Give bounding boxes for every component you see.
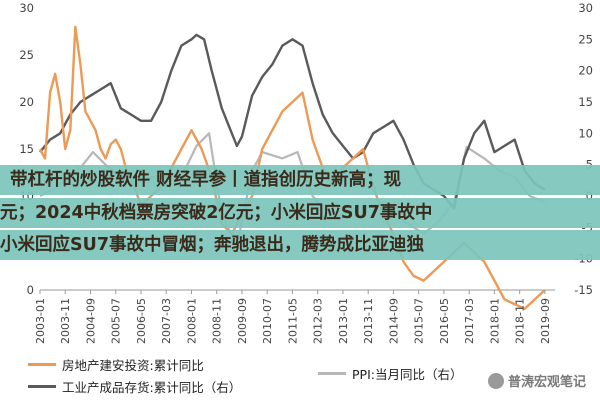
headline-banner-1: 带杠杆的炒股软件 财经早参丨道指创历史新高；现 xyxy=(0,165,600,195)
legend-item-ppi: PPI:当月同比（右） xyxy=(318,364,462,383)
x-tick-label: 2018-11 xyxy=(514,298,527,344)
x-tick-label: 2009-09 xyxy=(236,298,249,344)
left-tick-label: 15 xyxy=(19,142,34,156)
x-tick-label: 2006-05 xyxy=(135,298,148,344)
headline-banner-2: 元；2024中秋档票房突破2亿元；小米回应SU7事故中 xyxy=(0,198,600,228)
legend-item-inventory: 工业产成品存货:累计同比（右） xyxy=(28,377,241,396)
left-tick-label: 30 xyxy=(19,1,34,15)
right-tick-label: 30 xyxy=(578,1,593,15)
right-tick-label: -15 xyxy=(574,283,593,297)
x-tick-label: 2016-05 xyxy=(438,298,451,344)
headline-line-1: 带杠杆的炒股软件 财经早参丨道指创历史新高；现 xyxy=(10,170,402,190)
headline-banner-3: 小米回应SU7事故中冒烟；奔驰退出，腾势成比亚迪独 xyxy=(0,230,600,260)
x-tick-label: 2018-01 xyxy=(488,298,501,344)
x-tick-label: 2004-09 xyxy=(84,298,97,344)
legend-label-inventory: 工业产成品存货:累计同比（右） xyxy=(62,380,242,395)
legend-swatch-real-estate xyxy=(28,363,56,366)
x-tick-label: 2008-11 xyxy=(211,298,224,344)
legend-swatch-inventory xyxy=(28,385,56,388)
right-tick-label: 25 xyxy=(578,32,593,46)
x-tick-label: 2012-03 xyxy=(312,298,325,344)
x-tick-label: 2008-01 xyxy=(185,298,198,344)
legend-item-real-estate: 房地产建安投资:累计同比 xyxy=(28,355,204,374)
x-tick-label: 2007-03 xyxy=(160,298,173,344)
left-tick-label: 20 xyxy=(19,95,34,109)
left-tick-label: 25 xyxy=(19,48,34,62)
x-axis: 2003-01 2003-11 2004-09 2005-07 2006-05 2007-… xyxy=(34,290,552,344)
legend-label-real-estate: 房地产建安投资:累计同比 xyxy=(62,358,204,373)
wechat-logo-icon xyxy=(487,372,504,389)
x-tick-label: 2019-09 xyxy=(539,298,552,344)
x-tick-label: 2005-07 xyxy=(110,298,123,344)
headline-line-3: 小米回应SU7事故中冒烟；奔驰退出，腾势成比亚迪独 xyxy=(0,235,424,255)
left-tick-label: 0 xyxy=(27,283,34,297)
watermark-text: 普涛宏观笔记 xyxy=(507,375,586,390)
right-tick-label: 5 xyxy=(586,158,593,172)
x-tick-label: 2003-01 xyxy=(34,298,47,344)
x-tick-label: 2010-07 xyxy=(261,298,274,344)
x-tick-label: 2017-03 xyxy=(463,298,476,344)
right-tick-label: 20 xyxy=(578,64,593,78)
legend-swatch-ppi xyxy=(318,372,346,375)
headline-line-2: 元；2024中秋档票房突破2亿元；小米回应SU7事故中 xyxy=(0,203,433,223)
x-tick-label: 2015-07 xyxy=(413,298,426,344)
x-tick-label: 2011-05 xyxy=(286,298,299,344)
x-tick-label: 2013-01 xyxy=(337,298,350,344)
x-tick-label: 2013-11 xyxy=(362,298,375,344)
legend-label-ppi: PPI:当月同比（右） xyxy=(352,367,463,382)
x-tick-label: 2003-11 xyxy=(59,298,72,344)
right-tick-label: 10 xyxy=(578,126,593,140)
right-tick-label: 15 xyxy=(578,95,593,109)
x-tick-label: 2014-09 xyxy=(387,298,400,344)
watermark: 普涛宏观笔记 xyxy=(487,371,586,390)
right-tick-label: 0 xyxy=(586,189,593,203)
